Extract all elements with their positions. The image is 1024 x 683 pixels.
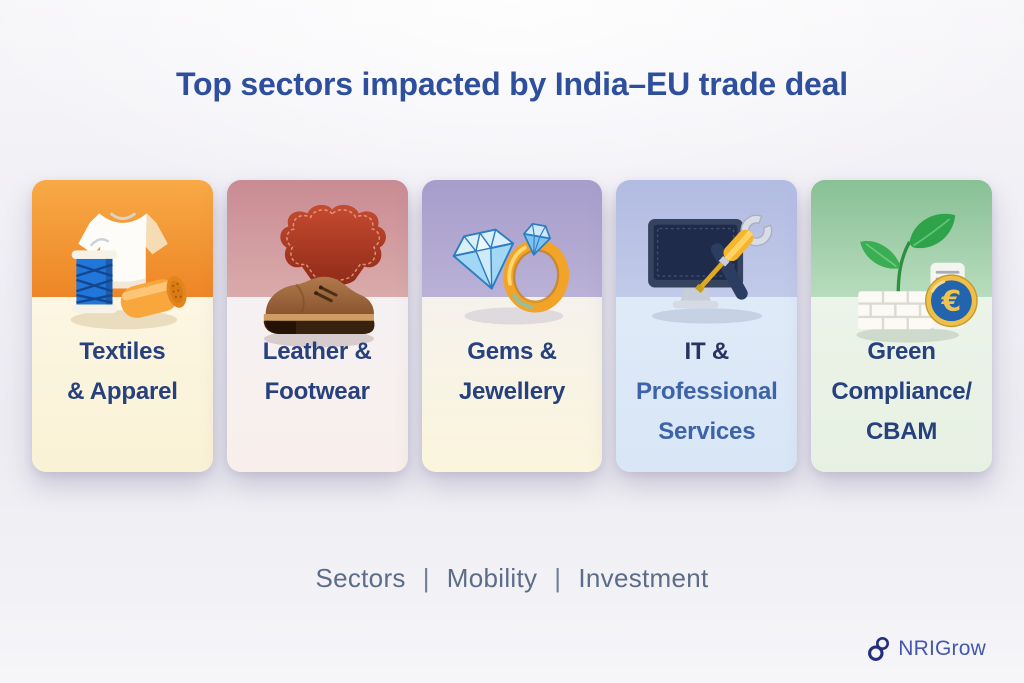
green-compliance-icon: € bbox=[855, 213, 978, 343]
card-label-line: Compliance/ bbox=[831, 378, 972, 405]
footer-separator: | bbox=[554, 563, 562, 593]
gems-jewellery-icon bbox=[452, 222, 570, 325]
card-label-line: Jewellery bbox=[458, 378, 566, 405]
card-label: Textiles & Apparel bbox=[32, 332, 213, 412]
card-label-line: & Apparel bbox=[67, 378, 178, 405]
footer-item-mobility: Mobility bbox=[446, 563, 538, 593]
sector-card-it-professional-services: IT & Professional Services bbox=[616, 180, 798, 472]
card-label-line: Professional bbox=[635, 378, 778, 405]
footer-separator: | bbox=[422, 563, 430, 593]
sector-cards-row: Textiles & Apparel bbox=[32, 180, 992, 472]
footer-item-sectors: Sectors bbox=[315, 563, 406, 593]
it-services-icon bbox=[647, 214, 773, 324]
card-label-line: Textiles bbox=[79, 338, 166, 365]
card-label-line: Green bbox=[867, 338, 936, 365]
card-label: Gems & Jewellery bbox=[422, 332, 603, 412]
card-label-line: Footwear bbox=[264, 378, 370, 405]
nrigrow-logo-icon bbox=[868, 637, 890, 661]
sector-card-textiles-apparel: Textiles & Apparel bbox=[32, 180, 213, 472]
footer-item-investment: Investment bbox=[578, 563, 709, 593]
page-title: Top sectors impacted by India–EU trade d… bbox=[176, 66, 848, 102]
sector-card-leather-footwear: Leather & Footwear bbox=[226, 180, 408, 472]
card-label-line: Gems & bbox=[467, 338, 557, 365]
brand-name: NRIGrow bbox=[898, 637, 986, 660]
card-label: Leather & Footwear bbox=[227, 332, 408, 412]
card-label-line: Leather & bbox=[262, 338, 372, 365]
card-label: IT & Professional Services bbox=[616, 332, 797, 452]
leather-footwear-icon bbox=[263, 204, 387, 348]
svg-text:€: € bbox=[940, 285, 961, 318]
card-label-line: Services bbox=[658, 418, 756, 445]
sector-card-gems-jewellery: Gems & Jewellery bbox=[421, 180, 603, 472]
card-label-line: IT & bbox=[684, 338, 730, 365]
card-label: Green Compliance/ CBAM bbox=[811, 332, 992, 452]
brand-lockup: NRIGrow bbox=[867, 636, 986, 662]
card-label-line: CBAM bbox=[865, 418, 938, 445]
footer-categories: Sectors | Mobility | Investment bbox=[0, 563, 1024, 594]
textiles-icon bbox=[71, 212, 187, 330]
sector-card-green-compliance-cbam: € Green Compliance/ CBAM bbox=[811, 180, 992, 472]
